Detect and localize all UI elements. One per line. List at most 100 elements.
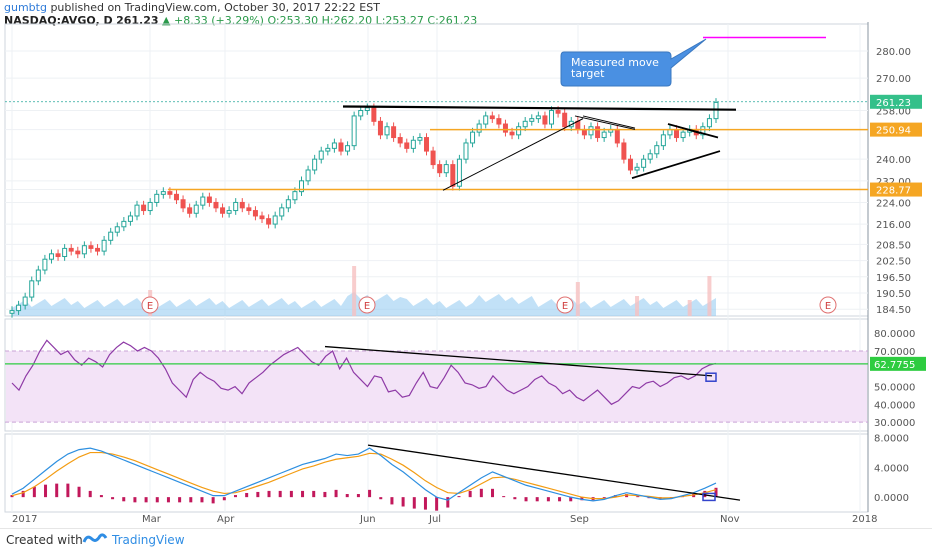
candle-body: [483, 115, 489, 125]
price-level-label-bg: [870, 122, 922, 137]
candle-body: [226, 210, 232, 214]
callout-text-1: Measured move: [571, 56, 659, 69]
candle-body: [601, 131, 607, 139]
price-axes: 280.00 270.00 258.00 250.94 240.00 232.00228.…: [870, 47, 926, 504]
candle-body: [220, 207, 226, 214]
tradingview-brand[interactable]: TradingView: [112, 533, 185, 547]
candle-body: [246, 207, 252, 212]
macd-hist-bar: [602, 497, 606, 499]
candle-body: [621, 142, 627, 160]
candle-body: [647, 153, 653, 160]
candle-body: [193, 204, 199, 214]
macd-hist-bar: [44, 484, 48, 498]
candle-body: [325, 147, 331, 152]
macd-hist-bar: [412, 497, 416, 509]
chart-area[interactable]: E E E E 280.00 270.00 258.00 250.94 240.00 232.0…: [0, 22, 932, 528]
candle-body: [160, 191, 166, 195]
candle-body: [48, 253, 54, 260]
candle-body: [272, 215, 278, 225]
earnings-marker-label: E: [364, 301, 370, 312]
candle-body: [535, 115, 541, 120]
candle-body: [331, 142, 337, 149]
candle-body: [154, 193, 160, 203]
rsi-band-fill: [6, 351, 867, 423]
candle-body: [285, 199, 291, 209]
macd-hist-bar: [32, 486, 36, 498]
candle-body: [121, 220, 127, 228]
candle-body: [522, 120, 528, 128]
candle-body: [463, 142, 469, 160]
macd-hist-bar: [233, 495, 237, 498]
macd-trendline: [367, 444, 741, 501]
publish-line: gumbtg published on TradingView.com, Oct…: [4, 1, 477, 14]
candle-body: [29, 280, 35, 298]
price-tick-label: 240.00: [876, 155, 911, 166]
rsi-band: [5, 350, 868, 423]
candle-body: [16, 304, 22, 312]
candle-body: [88, 245, 94, 249]
time-axis: 2017 Mar Apr Jun Jul Sep Nov 2018: [12, 514, 877, 525]
candle-body: [305, 169, 311, 182]
callout-text-2: target: [571, 67, 605, 80]
macd-hist-bar: [144, 497, 148, 503]
candle-body: [680, 131, 686, 139]
wedge-lower-line: [631, 150, 721, 179]
macd-hist-bar: [133, 497, 137, 503]
candle-body: [292, 191, 298, 201]
candle-body: [318, 150, 324, 160]
macd-hist-bar: [423, 497, 427, 510]
trendlines: [342, 105, 737, 191]
price-tick-label: 216.00: [876, 220, 911, 231]
macd-hist-bar: [401, 497, 405, 507]
macd-hist-bar: [569, 497, 573, 502]
candle-body: [410, 139, 416, 149]
candle-body: [654, 145, 660, 155]
price-level-label: 250.94: [876, 126, 911, 137]
last-price-label: 261.23: [876, 98, 911, 109]
macd-hist-bar: [122, 497, 126, 502]
macd-hist-bar: [21, 490, 25, 498]
volume-spike: [707, 276, 712, 316]
rsi-series: [11, 339, 717, 406]
macd-hist-bar: [457, 496, 461, 498]
candle-body: [108, 231, 114, 241]
earnings-marker-label: E: [147, 301, 153, 312]
candle-body: [384, 126, 390, 136]
tradingview-logo-icon: [82, 533, 108, 543]
candle-body: [358, 110, 364, 117]
author-link[interactable]: gumbtg: [4, 1, 47, 14]
macd-hist-bar: [491, 488, 495, 498]
callout-shape: [560, 38, 707, 87]
macd-hist-bar: [178, 497, 182, 503]
earnings-marker: [358, 296, 376, 314]
rsi-tick-label: 80.0000: [874, 329, 915, 340]
macd-hist-bar: [99, 495, 103, 498]
candle-body: [417, 137, 423, 141]
rsi-breakout-box: [705, 372, 717, 382]
earnings-marker-label: E: [562, 301, 568, 312]
macd-hist-bar: [155, 497, 159, 503]
macd-hist-bar: [546, 497, 550, 502]
candle-body: [529, 118, 535, 122]
candle-body: [252, 210, 258, 217]
triangle-upper-line: [574, 115, 636, 130]
candle-body: [312, 158, 318, 171]
macd-hist-bar: [66, 483, 70, 498]
rsi-tick-label: 40.0000: [874, 400, 915, 411]
time-tick-label: 2017: [12, 514, 37, 525]
candle-body: [588, 126, 594, 136]
macd-hist-bar: [625, 494, 629, 498]
candle-body: [141, 204, 147, 212]
price-tick-label: 270.00: [876, 74, 911, 85]
macd-tick-label: 8.0000: [874, 434, 909, 445]
candle-body: [660, 134, 666, 147]
rsi-line: [5, 339, 868, 406]
candle-body: [424, 137, 430, 152]
level-lines: [5, 36, 868, 191]
candles: [9, 98, 719, 318]
macd-hist-bar: [289, 490, 293, 498]
candle-body: [614, 128, 620, 144]
macd-hist-bar: [356, 494, 360, 498]
candle-body: [437, 164, 443, 174]
candle-body: [127, 215, 133, 222]
